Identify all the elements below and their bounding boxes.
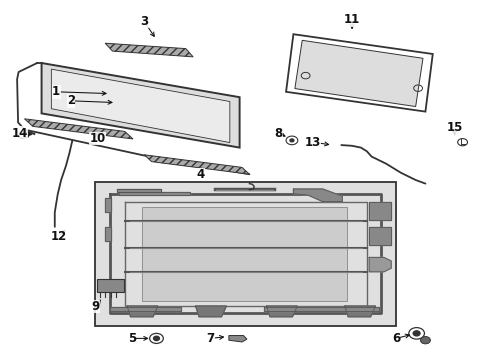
Text: 14: 14 xyxy=(11,127,28,140)
Polygon shape xyxy=(117,189,161,192)
Polygon shape xyxy=(368,257,390,272)
Text: 6: 6 xyxy=(391,332,399,345)
Polygon shape xyxy=(41,63,239,148)
Polygon shape xyxy=(294,40,422,107)
Text: 12: 12 xyxy=(50,230,67,243)
Text: 2: 2 xyxy=(67,94,75,107)
Text: 9: 9 xyxy=(91,300,99,313)
Polygon shape xyxy=(368,227,390,245)
Polygon shape xyxy=(264,307,378,311)
Polygon shape xyxy=(105,198,111,212)
Polygon shape xyxy=(105,43,193,57)
Polygon shape xyxy=(127,306,158,317)
Polygon shape xyxy=(195,306,226,317)
Text: 7: 7 xyxy=(206,332,214,345)
Polygon shape xyxy=(344,306,375,317)
Text: 10: 10 xyxy=(89,132,106,145)
Bar xyxy=(142,207,346,301)
Text: 8: 8 xyxy=(274,127,282,140)
Text: 15: 15 xyxy=(446,121,462,134)
Bar xyxy=(97,279,123,292)
Polygon shape xyxy=(266,306,297,317)
Polygon shape xyxy=(144,155,249,174)
Polygon shape xyxy=(24,119,133,139)
Text: 5: 5 xyxy=(128,332,136,345)
Polygon shape xyxy=(51,69,229,143)
Polygon shape xyxy=(368,202,390,220)
Text: 13: 13 xyxy=(304,136,321,149)
Text: 11: 11 xyxy=(343,13,360,26)
Polygon shape xyxy=(293,189,342,202)
Text: 3: 3 xyxy=(140,15,148,28)
Polygon shape xyxy=(105,227,111,241)
Bar xyxy=(95,182,395,326)
Circle shape xyxy=(153,336,159,341)
Circle shape xyxy=(420,337,429,344)
Polygon shape xyxy=(119,192,189,195)
Text: 4: 4 xyxy=(196,168,204,181)
Polygon shape xyxy=(110,307,181,311)
Circle shape xyxy=(289,139,293,142)
Text: 1: 1 xyxy=(52,85,60,98)
Polygon shape xyxy=(228,336,246,342)
Circle shape xyxy=(412,331,419,336)
